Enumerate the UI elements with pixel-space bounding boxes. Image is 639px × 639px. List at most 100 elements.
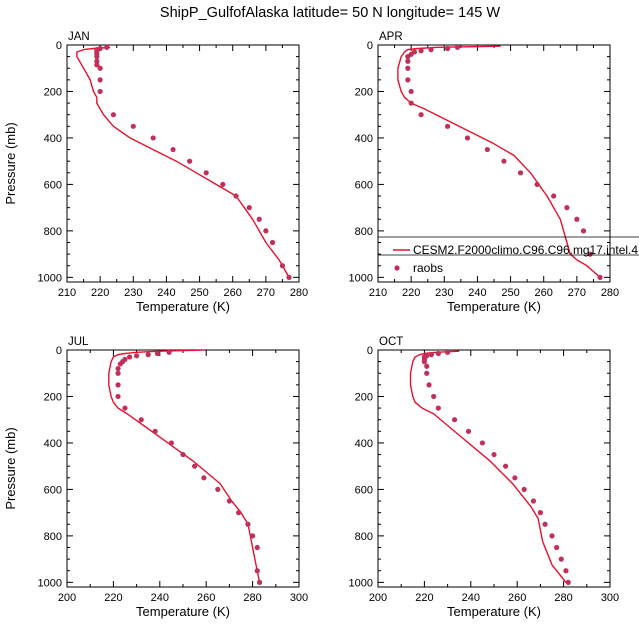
y-tick-label: 800 bbox=[44, 531, 62, 543]
y-tick-label: 1000 bbox=[349, 577, 373, 589]
y-tick-label: 1000 bbox=[349, 272, 373, 284]
raobs-point bbox=[94, 54, 100, 60]
model-profile-line bbox=[409, 350, 567, 583]
raobs-point bbox=[451, 417, 458, 423]
raobs-point bbox=[445, 123, 451, 129]
raobs-point bbox=[256, 216, 262, 222]
raobs-point bbox=[587, 251, 593, 257]
raobs-point bbox=[408, 88, 414, 95]
x-tick-label: 230 bbox=[435, 287, 453, 299]
y-tick-label: 800 bbox=[355, 226, 373, 238]
y-tick-label: 0 bbox=[367, 40, 373, 52]
panel-jul: 200 220 240 260 280 300 0 200 400 600 800 1000 JUL Te… bbox=[3, 336, 308, 619]
raobs-point bbox=[115, 370, 121, 376]
x-tick-label: 210 bbox=[58, 287, 76, 299]
x-axis-label: Temperature (K) bbox=[447, 299, 541, 314]
raobs-point bbox=[122, 405, 128, 411]
x-tick-label: 260 bbox=[197, 592, 215, 604]
y-tick-label: 800 bbox=[355, 531, 373, 543]
model-profile-line bbox=[108, 350, 261, 583]
raobs-point bbox=[405, 65, 411, 71]
raobs-point bbox=[97, 88, 103, 95]
raobs-point bbox=[130, 123, 136, 129]
raobs-point bbox=[428, 352, 434, 358]
legend-marker-swatch bbox=[394, 265, 400, 271]
data-layer bbox=[409, 350, 571, 585]
raobs-point bbox=[254, 544, 260, 551]
raobs-point bbox=[279, 263, 286, 269]
y-tick-label: 200 bbox=[355, 86, 373, 98]
raobs-point bbox=[220, 181, 226, 188]
raobs-point bbox=[408, 100, 414, 106]
legend-obs-label: raobs bbox=[413, 261, 443, 275]
raobs-point bbox=[435, 350, 441, 357]
raobs-point bbox=[435, 405, 441, 411]
y-tick-label: 0 bbox=[56, 345, 62, 357]
y-tick-label: 200 bbox=[355, 391, 373, 403]
figure-title: ShipP_GulfofAlaska latitude= 50 N longit… bbox=[160, 5, 500, 21]
raobs-point bbox=[549, 533, 555, 539]
x-tick-label: 260 bbox=[535, 287, 553, 299]
panel-title: APR bbox=[379, 31, 403, 43]
legend: CESM2.F2000climo.C96.C96.mg17.intel.4 rao… bbox=[378, 236, 639, 275]
x-tick-label: 200 bbox=[58, 592, 76, 604]
x-tick-label: 280 bbox=[243, 592, 261, 604]
panel-title: JAN bbox=[68, 31, 90, 43]
y-tick-label: 800 bbox=[44, 226, 62, 238]
x-axis-label: Temperature (K) bbox=[136, 299, 230, 314]
raobs-point bbox=[115, 365, 121, 372]
x-tick-label: 210 bbox=[369, 287, 387, 299]
y-tick-label: 600 bbox=[355, 179, 373, 191]
y-tick-label: 600 bbox=[44, 484, 62, 496]
raobs-point bbox=[405, 77, 411, 83]
y-tick-label: 400 bbox=[355, 133, 373, 145]
raobs-point bbox=[170, 146, 176, 153]
raobs-point bbox=[97, 65, 103, 71]
raobs-point bbox=[97, 77, 103, 83]
legend-model-label: CESM2.F2000climo.C96.C96.mg17.intel.4 bbox=[413, 243, 638, 257]
raobs-point bbox=[418, 112, 424, 118]
x-axis-label: Temperature (K) bbox=[136, 604, 230, 619]
raobs-point bbox=[236, 510, 242, 516]
raobs-point bbox=[286, 274, 292, 280]
raobs-point bbox=[104, 45, 110, 50]
data-layer bbox=[108, 350, 263, 585]
y-tick-label: 1000 bbox=[38, 577, 62, 589]
model-profile-line bbox=[76, 46, 290, 278]
raobs-point bbox=[537, 510, 544, 516]
x-tick-label: 280 bbox=[601, 287, 619, 299]
raobs-point bbox=[424, 370, 430, 376]
raobs-point bbox=[484, 146, 490, 153]
raobs-point bbox=[233, 193, 239, 199]
raobs-point bbox=[563, 568, 569, 574]
x-tick-label: 240 bbox=[462, 592, 480, 604]
raobs-point bbox=[115, 393, 121, 400]
y-axis-label: Pressure (mb) bbox=[3, 122, 18, 204]
raobs-point bbox=[94, 62, 100, 68]
raobs-point bbox=[580, 228, 587, 234]
raobs-point bbox=[558, 556, 564, 562]
raobs-point bbox=[192, 463, 198, 469]
raobs-point bbox=[166, 350, 172, 355]
raobs-point bbox=[263, 228, 269, 234]
panel-title: JUL bbox=[68, 336, 89, 348]
raobs-point bbox=[424, 363, 430, 369]
raobs-point bbox=[491, 451, 497, 458]
y-axis-label: Pressure (mb) bbox=[3, 427, 18, 509]
model-profile-line bbox=[397, 45, 601, 278]
raobs-point bbox=[256, 579, 263, 585]
y-tick-label: 600 bbox=[355, 484, 373, 496]
raobs-point bbox=[445, 45, 451, 52]
y-tick-label: 1000 bbox=[38, 272, 62, 284]
panel-jan: 210 220 230 240 250 260 270 280 0 200 400 600 800 100… bbox=[3, 31, 308, 314]
panel-title: OCT bbox=[379, 336, 403, 348]
raobs-point bbox=[168, 440, 174, 446]
raobs-point bbox=[501, 158, 507, 164]
raobs-point bbox=[245, 521, 251, 527]
raobs-point bbox=[479, 440, 485, 446]
raobs-point bbox=[551, 193, 557, 199]
raobs-point bbox=[534, 181, 540, 188]
raobs-point bbox=[542, 521, 548, 527]
raobs-point bbox=[405, 58, 411, 64]
raobs-point bbox=[426, 382, 432, 388]
